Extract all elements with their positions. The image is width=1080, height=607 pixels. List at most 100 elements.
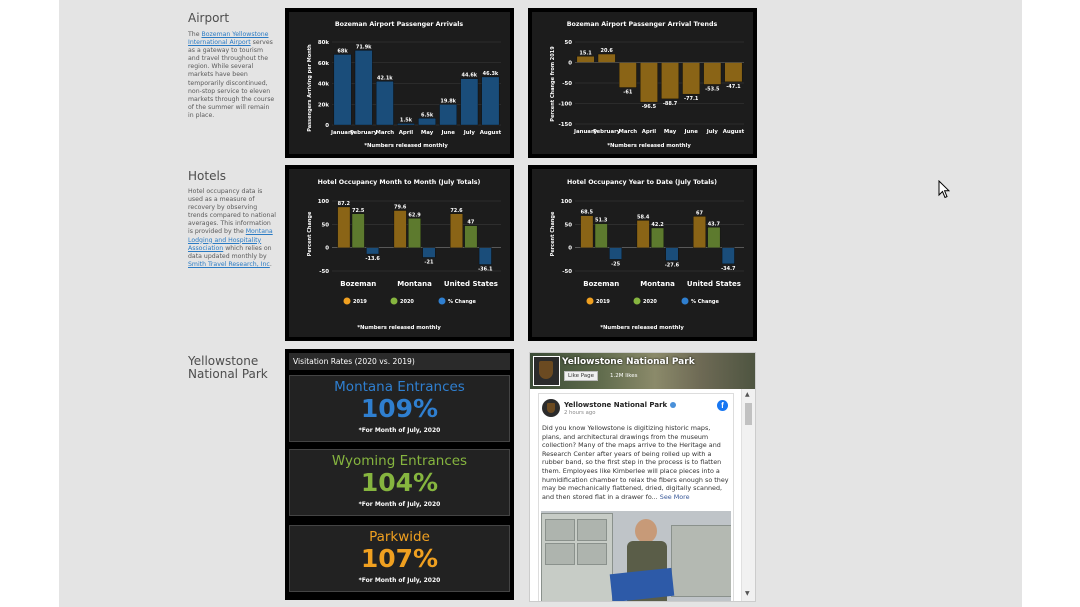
- data-label: 19.8k: [440, 98, 456, 104]
- data-label: 6.5k: [421, 112, 434, 118]
- data-label: -77.1: [684, 96, 699, 102]
- see-more-link[interactable]: See More: [659, 492, 690, 501]
- x-tick-label: August: [723, 129, 745, 135]
- x-tick-label: August: [480, 130, 502, 136]
- mlha-link[interactable]: Montana Lodging and Hospitality Associat…: [188, 228, 273, 252]
- facebook-post: Yellowstone National Park 2 hours ago f …: [538, 393, 734, 601]
- bar: [640, 62, 658, 103]
- bar: [439, 104, 457, 126]
- hotel-mm-title: Hotel Occupancy Month to Month (July Tot…: [318, 179, 481, 186]
- y-tick-label: 100: [561, 199, 573, 205]
- scrollbar-thumb[interactable]: [745, 403, 752, 425]
- hotel-ytd-chart-panel: Hotel Occupancy Year to Date (July Total…: [528, 165, 757, 341]
- legend-marker: [438, 297, 446, 305]
- y-tick-label: 20k: [318, 102, 330, 108]
- data-label: 79.6: [394, 205, 407, 211]
- scroll-down-icon[interactable]: ▼: [745, 590, 750, 597]
- legend-label: % Change: [448, 299, 476, 305]
- parkwide-note: *For Month of July, 2020: [358, 577, 441, 584]
- data-label: -27.6: [665, 263, 680, 269]
- bar: [481, 76, 500, 126]
- hotel-ytd-title: Hotel Occupancy Year to Date (July Total…: [567, 179, 717, 186]
- nps-arrowhead-logo-icon[interactable]: [533, 356, 560, 386]
- y-tick-label: 40k: [318, 82, 330, 88]
- bar: [597, 53, 616, 63]
- y-tick-label: -50: [562, 269, 572, 275]
- data-label: 20.6: [601, 48, 614, 54]
- x-tick-label: April: [399, 130, 414, 136]
- facebook-page-name[interactable]: Yellowstone National Park: [562, 357, 695, 367]
- hotel-mm-note: *Numbers released monthly: [357, 325, 441, 331]
- bar: [351, 213, 365, 248]
- str-link[interactable]: Smith Travel Research, Inc: [188, 260, 270, 268]
- facebook-logo-icon[interactable]: f: [717, 400, 728, 411]
- trends-chart-panel: Bozeman Airport Passenger Arrival Trends…: [528, 8, 757, 158]
- bar: [337, 206, 351, 248]
- montana-entrances-note: *For Month of July, 2020: [358, 427, 441, 434]
- x-tick-label: Bozeman: [340, 280, 376, 288]
- wyoming-entrances-value: 104%: [360, 468, 439, 497]
- hotels-section-title: Hotels: [188, 169, 227, 183]
- data-label: -53.5: [705, 86, 720, 92]
- bar: [682, 62, 700, 95]
- bar: [354, 50, 373, 126]
- bar: [703, 62, 722, 85]
- bar: [661, 62, 679, 100]
- post-author-avatar[interactable]: [542, 399, 560, 417]
- legend-marker: [390, 297, 398, 305]
- legend-label: 2019: [353, 299, 367, 305]
- scroll-up-icon[interactable]: ▲: [745, 391, 750, 398]
- trends-note: *Numbers released monthly: [607, 143, 691, 149]
- wyoming-entrances-box: Wyoming Entrances 104% *For Month of Jul…: [289, 449, 510, 516]
- arrivals-chart-title: Bozeman Airport Passenger Arrivals: [335, 21, 464, 28]
- like-page-button[interactable]: Like Page: [564, 371, 599, 381]
- airport-link[interactable]: Bozeman Yellowstone International Airpor…: [188, 31, 269, 47]
- legend-marker: [633, 297, 641, 305]
- y-tick-label: 0: [568, 246, 572, 252]
- legend-label: % Change: [691, 299, 719, 305]
- post-photo[interactable]: [541, 511, 731, 601]
- parkwide-value: 107%: [360, 544, 439, 573]
- trends-y-label: Percent Change from 2019: [550, 46, 556, 122]
- embed-scrollbar[interactable]: ▲ ▼: [741, 389, 755, 601]
- arrivals-y-label: Passengers Arriving per Month: [307, 44, 313, 132]
- hotel-ytd-chart: Hotel Occupancy Year to Date (July Total…: [550, 179, 744, 331]
- data-label: 47: [467, 220, 474, 226]
- yellowstone-section-title: Yellowstone National Park: [188, 354, 268, 381]
- data-label: -88.7: [663, 101, 678, 107]
- x-tick-label: May: [664, 129, 677, 135]
- bar: [333, 54, 352, 126]
- bar: [576, 56, 595, 63]
- bar: [707, 227, 721, 248]
- data-label: -34.7: [721, 266, 736, 272]
- data-label: 67: [696, 210, 703, 216]
- facebook-like-count: 1.2M likes: [610, 373, 638, 379]
- data-label: -96.5: [642, 104, 657, 110]
- x-tick-label: Montana: [397, 280, 432, 288]
- bar: [580, 215, 594, 248]
- x-tick-label: March: [375, 130, 394, 136]
- data-label: 51.3: [595, 218, 608, 224]
- data-label: 72.6: [450, 208, 463, 214]
- bar: [376, 81, 394, 126]
- legend-marker: [586, 297, 594, 305]
- post-author[interactable]: Yellowstone National Park: [564, 401, 677, 409]
- bar: [665, 247, 679, 261]
- bar: [478, 247, 492, 265]
- y-tick-label: 100: [318, 199, 330, 205]
- legend-marker: [343, 297, 351, 305]
- y-tick-label: -150: [559, 122, 573, 128]
- y-tick-label: -100: [559, 102, 573, 108]
- hotel-mm-y-label: Percent Change: [307, 211, 313, 256]
- post-time[interactable]: 2 hours ago: [564, 410, 596, 416]
- bar: [450, 213, 463, 248]
- data-label: 71.9k: [356, 44, 372, 50]
- arrivals-chart-panel: Bozeman Airport Passenger Arrivals Passe…: [285, 8, 514, 158]
- y-tick-label: 0: [568, 61, 572, 67]
- bar: [594, 223, 608, 248]
- parkwide-label: Parkwide: [369, 529, 430, 545]
- montana-entrances-label: Montana Entrances: [334, 379, 465, 395]
- hotel-ytd-y-label: Percent Change: [550, 211, 556, 256]
- x-tick-label: June: [441, 130, 456, 136]
- y-tick-label: 50: [564, 40, 572, 46]
